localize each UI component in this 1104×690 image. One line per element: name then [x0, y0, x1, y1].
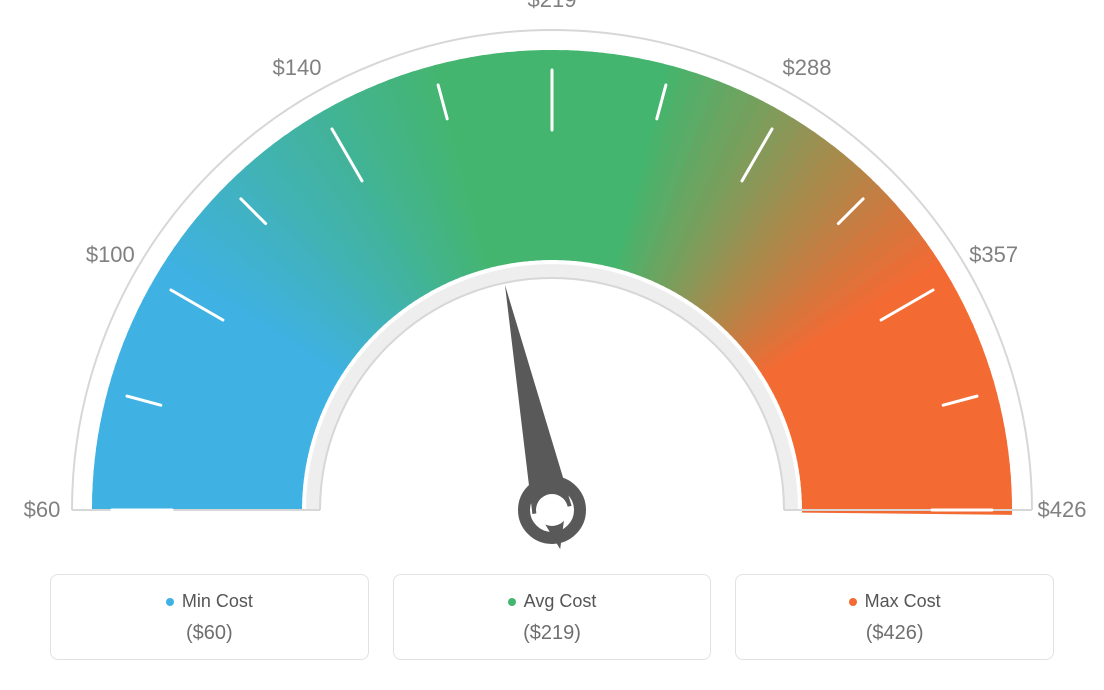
legend-box-avg: Avg Cost ($219) [393, 574, 712, 660]
legend-label-avg-text: Avg Cost [524, 591, 597, 611]
legend-box-max: Max Cost ($426) [735, 574, 1054, 660]
gauge-tick-label: $60 [24, 497, 61, 523]
legend-row: Min Cost ($60) Avg Cost ($219) Max Cost … [50, 574, 1054, 660]
legend-dot-avg [508, 598, 516, 606]
gauge-tick-label: $288 [783, 55, 832, 81]
legend-value-avg: ($219) [404, 622, 701, 645]
gauge-tick-label: $426 [1038, 497, 1087, 523]
legend-dot-min [166, 598, 174, 606]
gauge-tick-label: $140 [273, 55, 322, 81]
legend-box-min: Min Cost ($60) [50, 574, 369, 660]
legend-value-max: ($426) [746, 622, 1043, 645]
cost-gauge-container: $60 $100 $140 $219 $288 $357 $426 Min Cost ($6… [0, 0, 1104, 690]
legend-label-avg: Avg Cost [404, 591, 701, 612]
legend-dot-max [849, 598, 857, 606]
gauge-chart: $60 $100 $140 $219 $288 $357 $426 [0, 0, 1104, 560]
legend-label-max: Max Cost [746, 591, 1043, 612]
gauge-tick-label: $219 [528, 0, 577, 13]
legend-value-min: ($60) [61, 622, 358, 645]
legend-label-max-text: Max Cost [865, 591, 941, 611]
legend-label-min: Min Cost [61, 591, 358, 612]
gauge-tick-label: $357 [969, 242, 1018, 268]
legend-label-min-text: Min Cost [182, 591, 253, 611]
gauge-tick-label: $100 [86, 242, 135, 268]
